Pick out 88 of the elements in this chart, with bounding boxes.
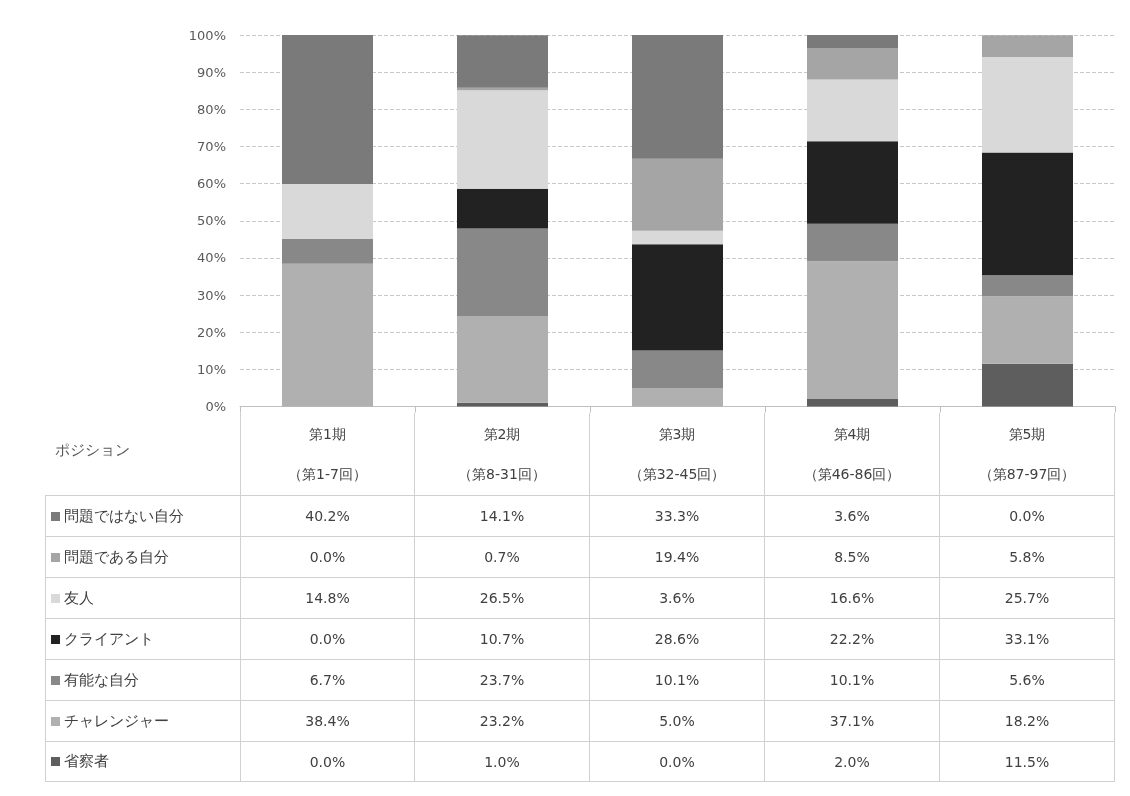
bar [807, 261, 898, 400]
y-tick-label: 70% [197, 138, 226, 154]
data-label: 37.1% [765, 700, 940, 741]
bar [282, 263, 373, 407]
data-label: 10.1% [765, 659, 940, 700]
bar [807, 48, 898, 80]
data-label: 2.0% [765, 741, 940, 782]
y-tick-label: 80% [197, 101, 226, 117]
data-label: 10.7% [415, 618, 590, 659]
data-label: 3.6% [765, 495, 940, 536]
bar [632, 158, 723, 231]
y-tick-label: 40% [197, 250, 226, 266]
data-label: 18.2% [940, 700, 1115, 741]
bar [632, 350, 723, 388]
data-label: 14.8% [240, 577, 415, 618]
data-label: 10.1% [590, 659, 765, 700]
bar [807, 141, 898, 224]
category-label: 第5期（第87-97回） [978, 426, 1076, 482]
data-label: 23.7% [415, 659, 590, 700]
bar [807, 79, 898, 142]
bar [457, 402, 548, 407]
data-label: 1.0% [415, 741, 590, 782]
bar [457, 228, 548, 317]
bar [282, 183, 373, 239]
data-label: 33.3% [590, 495, 765, 536]
data-label: 3.6% [590, 577, 765, 618]
data-label: 25.7% [940, 577, 1115, 618]
data-label: 8.5% [765, 536, 940, 577]
data-label: 5.0% [590, 700, 765, 741]
bar [982, 363, 1073, 407]
bar [807, 35, 898, 48]
y-tick-label: 90% [197, 64, 226, 80]
data-label: 11.5% [940, 741, 1115, 782]
category-label: 第2期（第8-31回） [458, 426, 546, 482]
bar [982, 275, 1073, 297]
bar [457, 316, 548, 403]
data-label: 0.0% [940, 495, 1115, 536]
data-label: 0.0% [590, 741, 765, 782]
y-tick-label: 10% [197, 361, 226, 377]
data-label: 22.2% [765, 618, 940, 659]
y-tick-label: 30% [197, 287, 226, 303]
y-tick-label: 0% [205, 399, 226, 414]
bar [282, 238, 373, 264]
data-label: 6.7% [240, 659, 415, 700]
bar [632, 35, 723, 159]
category-label: 第3期（第32-45回） [628, 426, 726, 482]
data-label: 0.0% [240, 741, 415, 782]
data-label: 14.1% [415, 495, 590, 536]
bar [982, 35, 1073, 57]
bar [982, 56, 1073, 153]
bar [982, 152, 1073, 276]
bar [807, 223, 898, 262]
bar [632, 387, 723, 407]
data-label: 0.0% [240, 618, 415, 659]
data-label: 5.8% [940, 536, 1115, 577]
bar [632, 230, 723, 245]
data-label: 38.4% [240, 700, 415, 741]
data-label: 40.2% [240, 495, 415, 536]
data-label: 0.7% [415, 536, 590, 577]
data-label: 0.0% [240, 536, 415, 577]
legend-label: 問題である自分 [64, 547, 169, 567]
category-label: 第1期（第1-7回） [288, 426, 367, 482]
data-label: 19.4% [590, 536, 765, 577]
legend-label: 問題ではない自分 [64, 506, 184, 526]
bar [457, 188, 548, 229]
data-label: 16.6% [765, 577, 940, 618]
legend-label: チャレンジャー [64, 711, 169, 731]
legend-label: 省察者 [64, 752, 109, 771]
bar [632, 244, 723, 351]
data-label: 33.1% [940, 618, 1115, 659]
legend-title: ポジション [55, 441, 130, 460]
bar [282, 35, 373, 184]
legend-label: 友人 [64, 588, 94, 608]
category-label: 第4期（第46-86回） [803, 426, 901, 482]
data-label: 28.6% [590, 618, 765, 659]
y-tick-label: 50% [197, 213, 226, 229]
bar [457, 35, 548, 88]
data-label: 26.5% [415, 577, 590, 618]
bar [982, 296, 1073, 364]
y-tick-label: 60% [197, 176, 226, 192]
y-tick-label: 20% [197, 324, 226, 340]
y-tick-label: 100% [188, 27, 226, 43]
legend-label: クライアント [64, 629, 154, 649]
legend-label: 有能な自分 [64, 670, 139, 690]
data-label: 5.6% [940, 659, 1115, 700]
bar [807, 399, 898, 407]
data-label: 23.2% [415, 700, 590, 741]
bar [457, 90, 548, 189]
